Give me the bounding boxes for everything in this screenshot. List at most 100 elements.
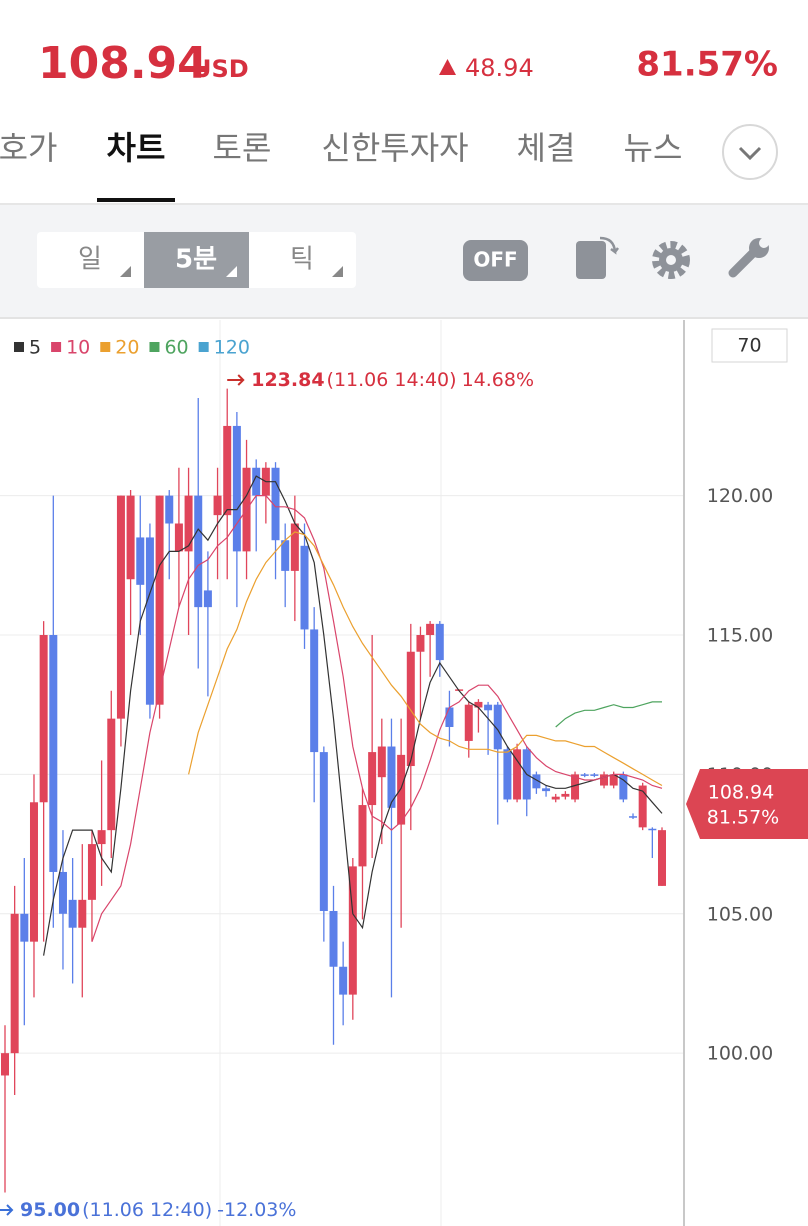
tool-icon[interactable] xyxy=(728,238,769,278)
candle-body xyxy=(232,425,241,552)
dropdown-mark xyxy=(332,266,343,277)
chevron xyxy=(738,146,762,161)
candle-body xyxy=(638,785,647,828)
legend-label: 60 xyxy=(164,337,188,359)
candle-body xyxy=(155,495,164,705)
candle-body xyxy=(87,844,96,900)
candle-body xyxy=(551,796,560,800)
candle-body xyxy=(600,774,609,786)
candle-body xyxy=(445,707,454,728)
legend-swatch xyxy=(198,342,209,352)
y-tick-label: 105.00 xyxy=(707,903,773,925)
candle-body xyxy=(29,802,38,942)
current-price-tag xyxy=(686,768,808,839)
candle-body xyxy=(358,805,367,867)
gear-teeth xyxy=(652,241,690,279)
settings-icon[interactable] xyxy=(652,241,690,279)
legend-label: 10 xyxy=(66,337,90,359)
change: 48.94 xyxy=(465,54,534,82)
low-label-time: (11.06 12:40) xyxy=(82,1199,212,1221)
period[interactable]: 5분 xyxy=(175,245,217,275)
ma-line xyxy=(91,495,663,942)
tab[interactable]: 차트 xyxy=(107,129,166,167)
candle-body xyxy=(174,523,183,552)
candle-body xyxy=(271,467,280,541)
low-label-change: -12.03% xyxy=(217,1199,296,1221)
candle-body xyxy=(503,749,512,800)
candle-body xyxy=(368,752,377,806)
candle-body xyxy=(136,537,145,585)
high-label-time: (11.06 14:40) xyxy=(327,369,457,391)
candle-body xyxy=(49,635,58,872)
candle-body xyxy=(78,899,87,928)
tab[interactable]: 신한투자자 xyxy=(321,129,468,167)
rotate-icon[interactable] xyxy=(576,241,606,279)
rotate-arrow xyxy=(599,236,619,255)
candle-body xyxy=(348,866,357,995)
tab[interactable]: 뉴스 xyxy=(624,129,683,167)
candle-body xyxy=(609,774,618,786)
candle-body xyxy=(126,495,135,580)
legend-swatch xyxy=(14,342,24,352)
period[interactable]: 일 xyxy=(78,245,102,275)
toggle-label: OFF xyxy=(473,248,517,272)
high-label-price: 123.84 xyxy=(251,369,324,391)
chart: 100.00105.00110.00115.00120.005102060120… xyxy=(0,337,808,1221)
candle-body xyxy=(387,746,396,808)
candle-body xyxy=(513,749,522,800)
candle-body xyxy=(629,816,638,818)
candle-body xyxy=(571,774,580,800)
ma-line xyxy=(43,475,663,956)
candle-body xyxy=(194,495,203,608)
y-tick-label: 100.00 xyxy=(707,1043,773,1065)
tab-underline xyxy=(97,198,175,202)
high-arrow xyxy=(227,374,245,386)
candle-body xyxy=(10,913,19,1054)
dropdown-mark xyxy=(120,266,131,277)
candle-body xyxy=(493,704,502,750)
divider xyxy=(0,317,808,319)
legend-label: 5 xyxy=(29,337,41,359)
candle-body xyxy=(319,752,328,911)
tab[interactable]: 호가 xyxy=(0,129,57,167)
low-label: 95.00 (11.06 12:40) -12.03% xyxy=(20,1199,296,1221)
tab-bar: 호가 차트 토론 신한투자자 체결 뉴스 xyxy=(0,129,682,167)
candle-body xyxy=(397,754,406,825)
candle-body xyxy=(426,623,435,636)
candle-body xyxy=(561,793,570,797)
candle-body xyxy=(484,704,493,711)
toggle-button[interactable] xyxy=(463,240,528,281)
candle-body xyxy=(116,495,125,719)
candle-body xyxy=(145,537,154,705)
candle-body xyxy=(213,495,222,516)
candle-body xyxy=(58,871,67,914)
periods: 일 5분 틱 xyxy=(78,245,343,277)
candle-body xyxy=(590,774,599,776)
candle-body xyxy=(184,495,193,552)
y-tick-label: 120.00 xyxy=(707,485,773,507)
change-rate: 81.57% xyxy=(636,45,778,85)
count-input[interactable] xyxy=(711,328,788,363)
tab[interactable]: 토론 xyxy=(213,129,272,167)
candle-body xyxy=(107,718,116,831)
candle-body xyxy=(580,774,589,776)
price: 108.94 xyxy=(38,38,208,89)
more-tabs-button[interactable] xyxy=(722,124,778,180)
candle-body xyxy=(435,623,444,661)
tab[interactable]: 체결 xyxy=(517,129,576,167)
legend-label: 120 xyxy=(214,337,250,359)
candle-body xyxy=(165,495,174,524)
candle-body xyxy=(658,830,666,886)
gear-hole xyxy=(666,255,676,265)
currency: USD xyxy=(192,55,249,83)
candle-body xyxy=(39,635,48,803)
high-label: 123.84 (11.06 14:40) 14.68% xyxy=(251,369,534,391)
candle-body xyxy=(203,590,212,608)
ma-line xyxy=(188,531,663,787)
candle-body xyxy=(464,704,473,741)
candle-body xyxy=(20,913,29,942)
candle-body xyxy=(474,701,483,708)
period[interactable]: 틱 xyxy=(290,245,314,275)
divider xyxy=(0,203,808,205)
